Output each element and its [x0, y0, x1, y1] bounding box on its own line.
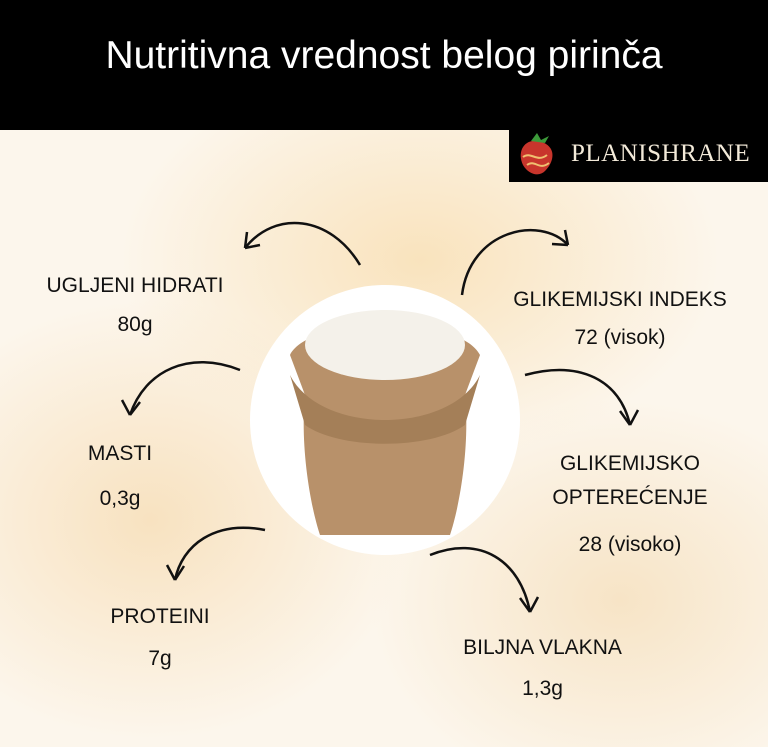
arrow-icon: [120, 361, 241, 416]
fiber-label: BILJNA VLAKNA: [463, 636, 622, 659]
arrow-icon: [429, 546, 540, 613]
glycemic-load-label: GLIKEMIJSKO: [559, 452, 701, 475]
carbs-value: 80g: [117, 313, 153, 336]
protein-value: 7g: [148, 647, 172, 670]
glycemic-load-value: 28 (visoko): [578, 533, 682, 556]
glycemic-index-value: 72 (visok): [574, 326, 666, 349]
protein-label: PROTEINI: [110, 605, 210, 628]
glycemic-load-label-2: OPTEREĆENJE: [552, 486, 708, 509]
carbs-label: UGLJENI HIDRATI: [46, 274, 224, 297]
fat-label: MASTI: [87, 442, 153, 465]
rice-sack-image: [250, 285, 520, 555]
fiber-value: 1,3g: [522, 677, 563, 700]
arrow-icon: [524, 368, 640, 426]
arrow-icon: [460, 229, 570, 296]
page-title: Nutritivna vrednost belog pirinča: [105, 34, 663, 77]
glycemic-index-label: GLIKEMIJSKI INDEKS: [513, 288, 727, 311]
logo: PLANISHRANE: [509, 127, 768, 182]
logo-text: PLANISHRANE: [571, 140, 751, 167]
fat-value: 0,3g: [99, 487, 141, 510]
arrow-icon: [243, 221, 362, 266]
header: Nutritivna vrednost belog pirinča: [0, 0, 768, 130]
arrow-icon: [165, 526, 266, 581]
strawberry-icon: [520, 133, 553, 175]
